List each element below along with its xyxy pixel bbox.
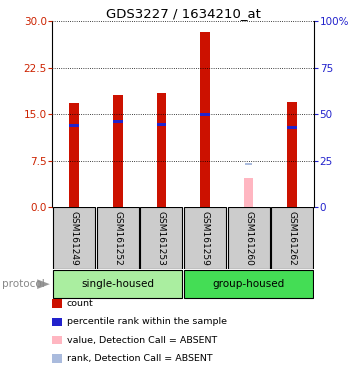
Bar <box>97 207 139 269</box>
Bar <box>200 32 210 207</box>
Text: count: count <box>67 299 93 308</box>
Text: GSM161253: GSM161253 <box>157 211 166 265</box>
Bar <box>69 124 79 127</box>
Bar <box>157 123 166 126</box>
Text: group-housed: group-housed <box>213 279 285 289</box>
Bar <box>184 270 313 298</box>
Bar <box>244 177 253 207</box>
Text: single-housed: single-housed <box>81 279 154 289</box>
Bar <box>271 207 313 269</box>
Bar <box>53 207 95 269</box>
Bar <box>113 95 123 207</box>
Bar <box>245 162 252 165</box>
Bar <box>157 93 166 207</box>
Text: GSM161262: GSM161262 <box>288 211 297 265</box>
Text: GSM161260: GSM161260 <box>244 211 253 265</box>
Bar <box>184 207 226 269</box>
Text: percentile rank within the sample: percentile rank within the sample <box>67 317 227 326</box>
Bar <box>200 113 210 116</box>
Text: GSM161252: GSM161252 <box>113 211 122 265</box>
Bar <box>69 103 79 207</box>
Bar <box>53 270 182 298</box>
Bar <box>140 207 182 269</box>
Title: GDS3227 / 1634210_at: GDS3227 / 1634210_at <box>106 7 261 20</box>
Text: value, Detection Call = ABSENT: value, Detection Call = ABSENT <box>67 336 217 345</box>
Bar <box>113 120 123 123</box>
Text: protocol: protocol <box>2 279 44 289</box>
Text: GSM161249: GSM161249 <box>70 211 79 265</box>
Text: rank, Detection Call = ABSENT: rank, Detection Call = ABSENT <box>67 354 212 363</box>
Polygon shape <box>37 279 50 289</box>
Bar <box>228 207 270 269</box>
Bar <box>287 102 297 207</box>
Bar <box>287 126 297 129</box>
Text: GSM161259: GSM161259 <box>200 211 209 265</box>
